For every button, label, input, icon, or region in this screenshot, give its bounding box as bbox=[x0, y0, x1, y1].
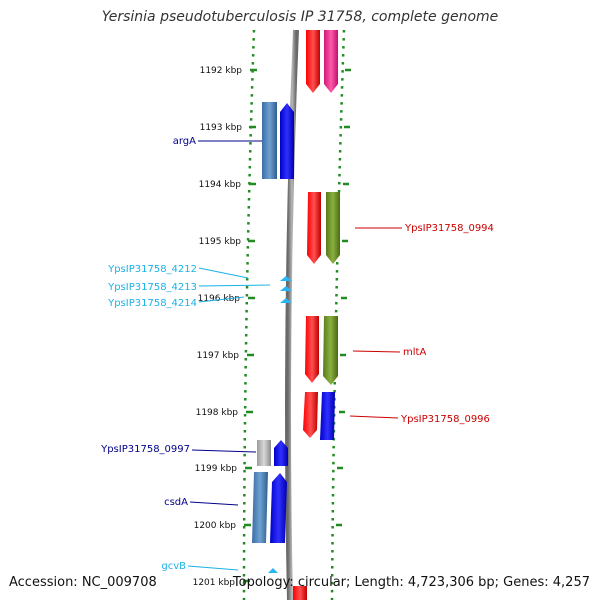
tick-label: 1196 kbp bbox=[198, 294, 241, 304]
gene-label-csda[interactable]: csdA bbox=[164, 497, 188, 508]
genome-backbone bbox=[285, 29, 299, 600]
forward-cds-block[interactable] bbox=[303, 392, 318, 438]
reverse-strand-features bbox=[252, 102, 294, 573]
left-leader-lines bbox=[187, 140, 271, 571]
outer-dotted-ring bbox=[330, 29, 346, 600]
tick-label: 1193 kbp bbox=[200, 123, 243, 133]
gene-label-ypsip31758-4214[interactable]: YpsIP31758_4214 bbox=[107, 298, 197, 309]
tick-label: 1198 kbp bbox=[196, 408, 239, 418]
gene-label-ypsip31758-4212[interactable]: YpsIP31758_4212 bbox=[107, 264, 197, 275]
forward-cds-block[interactable] bbox=[305, 316, 319, 383]
tick-label: 1194 kbp bbox=[199, 180, 242, 190]
rna-feature[interactable] bbox=[280, 298, 292, 303]
right-gene-labels: YpsIP31758_0994 mltA YpsIP31758_0996 bbox=[400, 223, 494, 425]
forward-cds-block[interactable] bbox=[293, 586, 307, 600]
forward-cds-block[interactable] bbox=[320, 392, 335, 440]
reverse-cds-block[interactable] bbox=[280, 103, 294, 179]
gene-label-ypsip31758-0997[interactable]: YpsIP31758_0997 bbox=[100, 444, 190, 455]
forward-strand-features bbox=[303, 30, 340, 440]
reverse-cds-block[interactable] bbox=[270, 473, 287, 543]
tick-label: 1197 kbp bbox=[197, 351, 240, 361]
rna-feature[interactable] bbox=[268, 568, 278, 573]
gene-label-mlta[interactable]: mltA bbox=[403, 347, 426, 358]
forward-cds-block[interactable] bbox=[324, 30, 338, 93]
tick-label: 1201 kbp bbox=[193, 578, 236, 588]
hypothetical-cds-block[interactable] bbox=[257, 440, 271, 466]
gene-label-arga[interactable]: argA bbox=[173, 136, 196, 147]
accession-label: Accession: NC_009708 bbox=[9, 575, 157, 590]
reverse-cds-block[interactable] bbox=[252, 472, 268, 543]
rna-feature[interactable] bbox=[280, 286, 292, 291]
reverse-cds-block[interactable] bbox=[274, 440, 288, 466]
forward-cds-block[interactable] bbox=[323, 316, 338, 385]
tick-label: 1200 kbp bbox=[194, 521, 237, 531]
tick-label: 1199 kbp bbox=[195, 464, 238, 474]
gene-label-ypsip31758-4213[interactable]: YpsIP31758_4213 bbox=[107, 282, 197, 293]
tick-label: 1195 kbp bbox=[199, 237, 242, 247]
forward-cds-block[interactable] bbox=[307, 192, 321, 264]
reverse-cds-block[interactable] bbox=[262, 102, 277, 179]
tick-labels: 1192 kbp 1193 kbp 1194 kbp 1195 kbp 1196… bbox=[193, 66, 243, 588]
inner-dotted-ring bbox=[242, 29, 256, 600]
tick-marks bbox=[243, 68, 257, 583]
gene-label-ypsip31758-0996[interactable]: YpsIP31758_0996 bbox=[400, 414, 490, 425]
topology-label: Topology: circular; Length: 4,723,306 bp… bbox=[232, 575, 590, 590]
outer-tick-marks bbox=[336, 68, 351, 527]
tick-label: 1192 kbp bbox=[200, 66, 243, 76]
left-gene-labels: argA YpsIP31758_4212 YpsIP31758_4213 Yps… bbox=[100, 136, 197, 572]
map-title: Yersinia pseudotuberculosis IP 31758, co… bbox=[101, 9, 499, 25]
gene-label-gcvb[interactable]: gcvB bbox=[161, 561, 186, 572]
rna-feature[interactable] bbox=[280, 276, 292, 281]
forward-cds-block[interactable] bbox=[326, 192, 340, 264]
right-leader-lines bbox=[349, 227, 402, 419]
forward-cds-block[interactable] bbox=[306, 30, 320, 93]
gene-label-ypsip31758-0994[interactable]: YpsIP31758_0994 bbox=[404, 223, 494, 234]
